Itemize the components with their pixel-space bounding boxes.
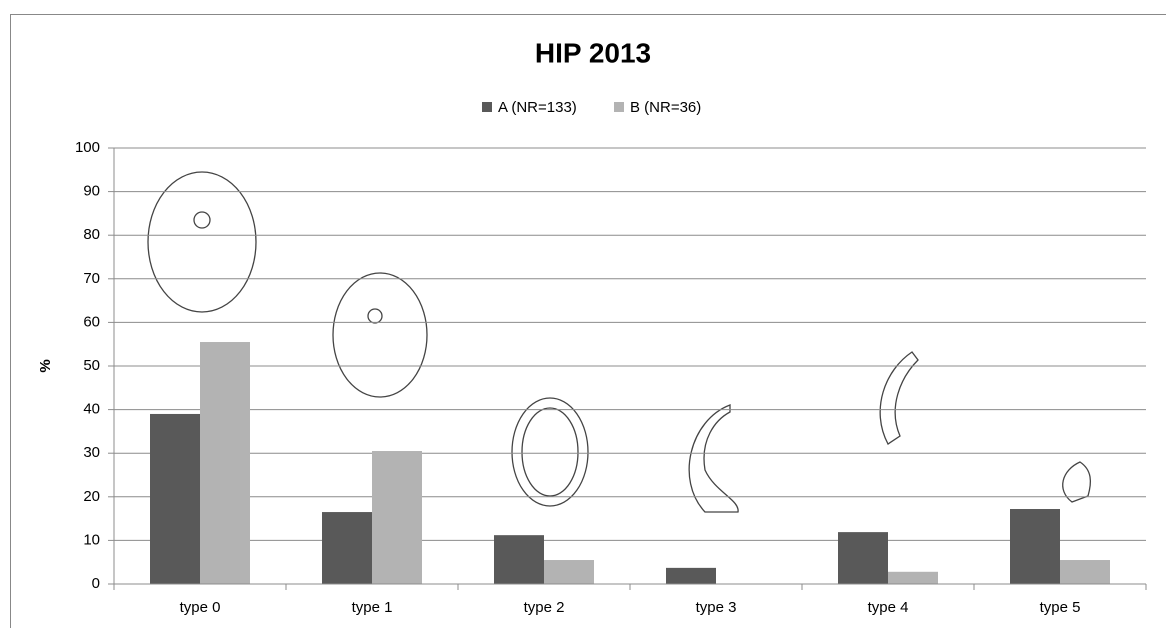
x-tick-label: type 5 (1040, 599, 1081, 616)
y-tick-label: 30 (83, 444, 100, 461)
y-tick-label: 80 (83, 226, 100, 243)
x-tick-label: type 3 (696, 599, 737, 616)
bar (838, 532, 888, 584)
shell-illustrations (147, 171, 1092, 513)
bar (888, 571, 938, 584)
bar (372, 451, 422, 584)
y-tick-label: 60 (83, 313, 100, 330)
bar (150, 413, 200, 584)
y-tick-label: 20 (83, 488, 100, 505)
bar (322, 512, 372, 584)
y-tick-label: 100 (75, 139, 100, 156)
bar (544, 560, 594, 584)
bar (494, 535, 544, 584)
y-tick-label: 0 (92, 575, 100, 592)
legend-label: A (NR=133) (498, 99, 577, 116)
bar (200, 342, 250, 584)
x-tick-label: type 2 (524, 599, 565, 616)
y-tick-label: 10 (83, 531, 100, 548)
x-tick-label: type 1 (352, 599, 393, 616)
bar (1060, 560, 1110, 584)
legend-swatch (482, 102, 492, 112)
y-tick-label: 90 (83, 183, 100, 200)
legend-label: B (NR=36) (630, 99, 701, 116)
y-tick-label: 70 (83, 270, 100, 287)
y-tick-label: 40 (83, 401, 100, 418)
chart-title: HIP 2013 (535, 37, 651, 68)
x-tick-label: type 0 (180, 599, 221, 616)
y-tick-label: 50 (83, 357, 100, 374)
bar (1010, 509, 1060, 584)
x-tick-label: type 4 (868, 599, 909, 616)
bar (666, 567, 716, 584)
y-axis-label: % (37, 359, 54, 372)
legend-swatch (614, 102, 624, 112)
